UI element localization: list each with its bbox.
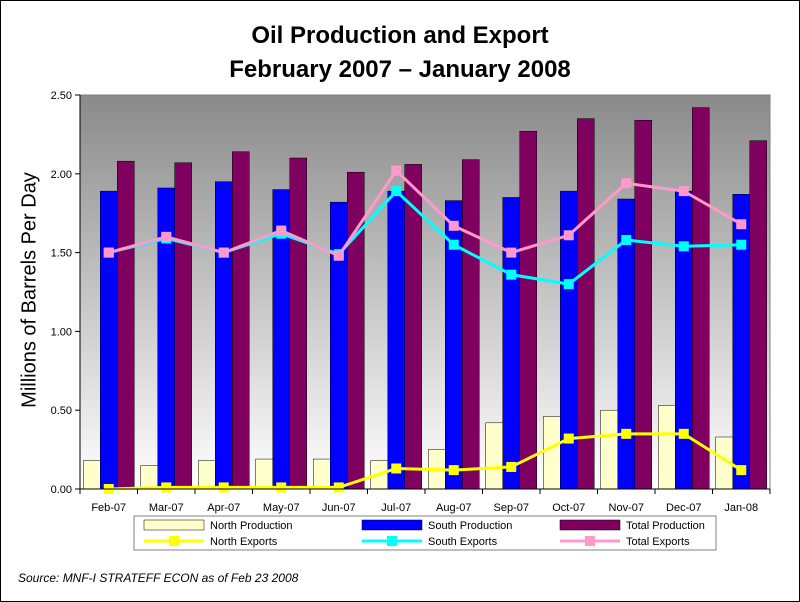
- x-tick-label: Mar-07: [149, 502, 184, 514]
- bar-south-production: [502, 197, 520, 490]
- marker-north-exports: [678, 428, 689, 439]
- legend-swatch: [143, 519, 205, 531]
- bar-total-production: [174, 162, 192, 490]
- legend-label: South Production: [428, 520, 512, 532]
- marker-south-exports: [678, 241, 689, 252]
- marker-total-exports: [103, 247, 114, 258]
- bar-north-production: [658, 405, 676, 490]
- legend-marker: [169, 536, 179, 546]
- chart-subtitle: February 2007 – January 2008: [229, 56, 571, 83]
- x-tick-label: May-07: [263, 502, 300, 514]
- marker-north-exports: [563, 433, 574, 444]
- marker-total-exports: [621, 178, 632, 189]
- bar-north-production: [313, 458, 331, 490]
- marker-total-exports: [736, 219, 747, 230]
- bar-total-production: [519, 130, 537, 490]
- lines: [103, 165, 747, 494]
- marker-north-exports: [506, 461, 517, 472]
- legend: North Production South Production Total Pr…: [133, 515, 717, 551]
- marker-north-exports: [218, 482, 229, 493]
- bar-north-production: [140, 465, 158, 490]
- bar-north-production: [543, 416, 561, 490]
- marker-total-exports: [391, 165, 402, 176]
- y-tick-label: 0.50: [51, 405, 72, 417]
- y-tick-label: 1.50: [51, 248, 72, 260]
- marker-total-exports: [678, 186, 689, 197]
- bar-total-production: [577, 118, 595, 490]
- plot-area: [79, 94, 771, 490]
- x-tick-label: Jul-07: [381, 502, 411, 514]
- marker-total-exports: [161, 231, 172, 242]
- marker-south-exports: [448, 239, 459, 250]
- marker-north-exports: [276, 482, 287, 493]
- x-tick-label: Sep-07: [494, 502, 529, 514]
- marker-north-exports: [448, 465, 459, 476]
- legend-swatch: [559, 519, 621, 531]
- bar-total-production: [462, 159, 480, 490]
- legend-label: Total Exports: [626, 536, 690, 548]
- x-tick-label: Apr-07: [207, 502, 240, 514]
- marker-south-exports: [736, 239, 747, 250]
- y-axis: 0.00 0.50 1.00 1.50 2.00 2.50: [51, 90, 81, 496]
- bar-north-production: [485, 422, 503, 490]
- x-tick-label: Jun-07: [322, 502, 356, 514]
- bar-total-production: [232, 151, 250, 490]
- legend-label: Total Production: [626, 520, 705, 532]
- marker-total-exports: [276, 225, 287, 236]
- marker-total-exports: [218, 247, 229, 258]
- bar-south-production: [387, 190, 405, 490]
- x-tick-label: Aug-07: [436, 502, 471, 514]
- y-tick-label: 2.00: [51, 169, 72, 181]
- y-tick-label: 1.00: [51, 326, 72, 338]
- legend-marker: [585, 536, 595, 546]
- bar-total-production: [749, 140, 767, 490]
- marker-south-exports: [506, 269, 517, 280]
- marker-south-exports: [621, 234, 632, 245]
- legend-label: South Exports: [428, 536, 498, 548]
- bar-south-production: [215, 181, 233, 490]
- x-tick-label: Jan-08: [724, 502, 758, 514]
- line-total-exports: [108, 168, 742, 258]
- x-tick-label: Dec-07: [666, 502, 701, 514]
- marker-total-exports: [333, 250, 344, 261]
- legend-label: North Production: [210, 520, 293, 532]
- legend-label: North Exports: [210, 536, 278, 548]
- bar-north-production: [83, 460, 101, 490]
- bar-north-production: [255, 458, 273, 490]
- x-tick-label: Feb-07: [91, 502, 126, 514]
- bar-total-production: [289, 157, 307, 490]
- bar-total-production: [117, 160, 135, 490]
- marker-north-exports: [391, 463, 402, 474]
- y-tick-label: 0.00: [51, 484, 72, 496]
- bar-total-production: [692, 107, 710, 490]
- x-axis: Feb-07 Mar-07 Apr-07 May-07 Jun-07 Jul-07 Aug-…: [79, 488, 771, 514]
- marker-total-exports: [448, 220, 459, 231]
- source-note: Source: MNF-I STRATEFF ECON as of Feb 23…: [18, 571, 299, 585]
- bar-south-production: [675, 190, 693, 490]
- bar-south-production: [100, 190, 118, 490]
- bar-north-production: [198, 460, 216, 490]
- marker-north-exports: [621, 428, 632, 439]
- legend-swatch: [361, 519, 423, 531]
- marker-north-exports: [736, 465, 747, 476]
- bar-south-production: [732, 194, 750, 490]
- line-north-exports: [108, 432, 743, 491]
- y-tick-label: 2.50: [51, 90, 72, 102]
- marker-south-exports: [391, 186, 402, 197]
- chart-title: Oil Production and Export: [251, 22, 549, 49]
- marker-north-exports: [161, 482, 172, 493]
- x-tick-label: Oct-07: [552, 502, 585, 514]
- legend-marker: [387, 536, 397, 546]
- marker-total-exports: [506, 247, 517, 258]
- marker-total-exports: [563, 230, 574, 241]
- bars: [83, 107, 767, 490]
- marker-north-exports: [333, 482, 344, 493]
- x-tick-label: Nov-07: [609, 502, 644, 514]
- marker-south-exports: [563, 279, 574, 290]
- bar-north-production: [600, 409, 618, 490]
